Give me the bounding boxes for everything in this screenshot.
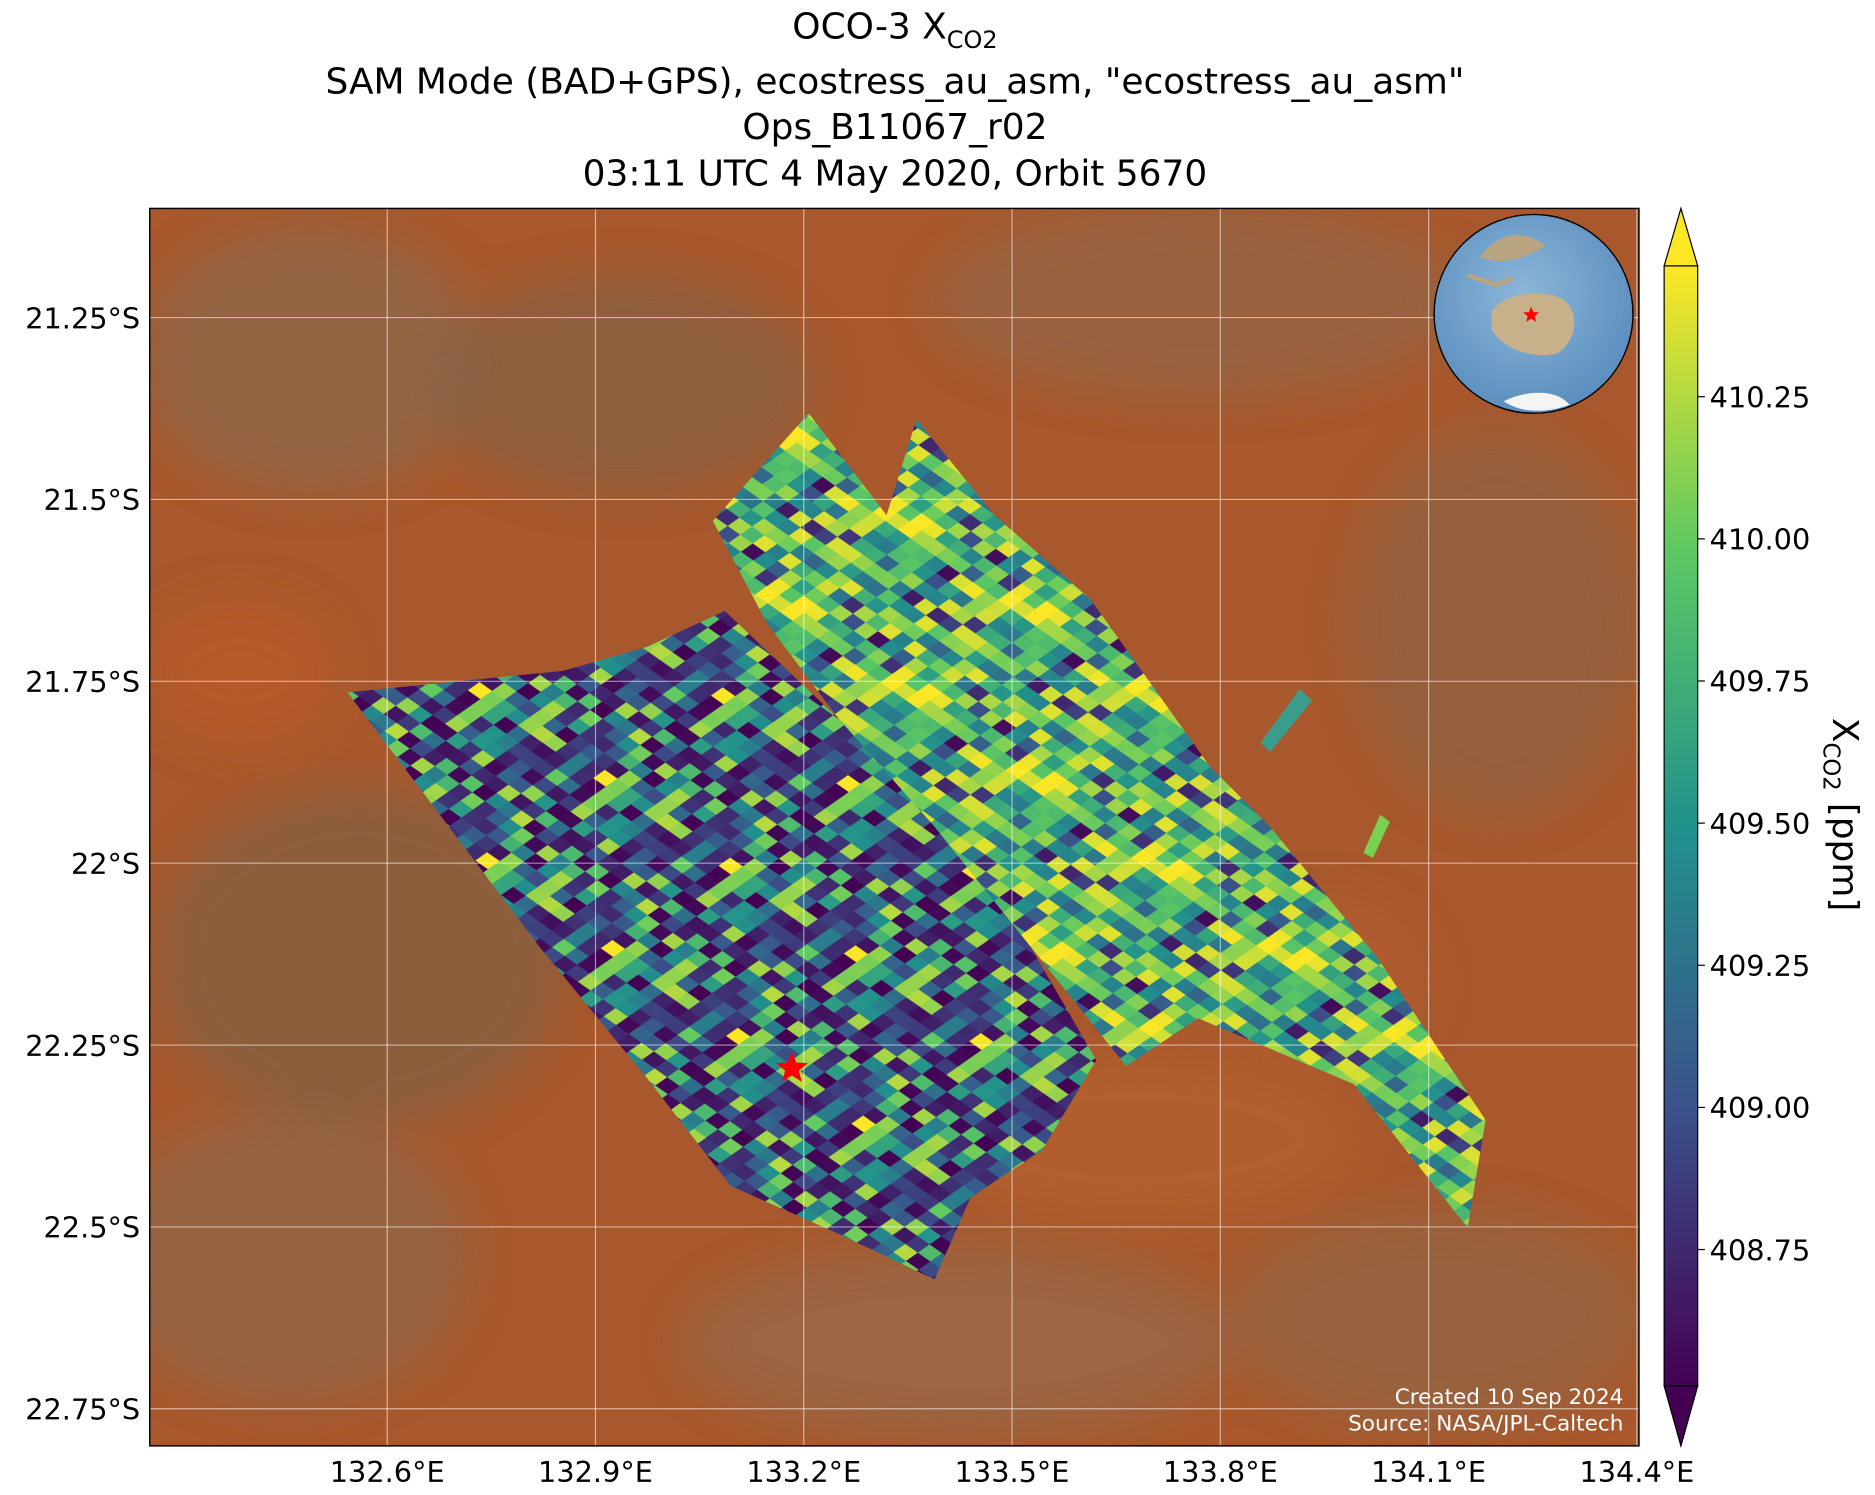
colorbar-label-unit: [ppm]: [1824, 803, 1865, 912]
subtitle: 03:11 UTC 4 May 2020, Orbit 5670: [583, 154, 1208, 195]
title-subscript: CO2: [947, 26, 998, 54]
colorbar-extension: [1663, 1385, 1699, 1449]
landmass: [1466, 273, 1514, 288]
colorbar-tick-label: 408.75: [1710, 1233, 1811, 1267]
globe-target: [1523, 306, 1540, 322]
x-tick-label: 134.1°E: [1371, 1455, 1486, 1489]
colorbar-label-main: X: [1824, 718, 1865, 743]
landmass: [1479, 235, 1546, 261]
colorbar-tick-label: 409.00: [1710, 1091, 1811, 1125]
colorbar-tick-label: 409.25: [1710, 949, 1811, 983]
subtitle: SAM Mode (BAD+GPS), ecostress_au_asm, "e…: [325, 61, 1464, 102]
y-tick-label: 22.5°S: [44, 1211, 141, 1245]
colorbar-extension: [1663, 206, 1699, 267]
plot-frame: [149, 207, 1640, 1447]
colorbar-tick-label: 409.75: [1710, 665, 1811, 699]
y-tick-label: 22°S: [71, 847, 140, 881]
colorbar-frame: [1663, 265, 1699, 1387]
x-tick-label: 133.2°E: [746, 1455, 861, 1489]
colorbar-tick-label: 410.25: [1710, 380, 1811, 414]
y-tick-label: 21.25°S: [25, 301, 140, 335]
ticks: 132.6°E 132.9°E 133.2°E 133.5°E 133.8°E 134.1…: [25, 301, 1694, 1488]
landmass: [1503, 392, 1570, 411]
credit: Created 10 Sep 2024: [1395, 1385, 1624, 1410]
x-tick-label: 132.9°E: [538, 1455, 653, 1489]
x-tick-label: 132.6°E: [330, 1455, 445, 1489]
colorbar-label: XCO2 [ppm]: [1817, 718, 1865, 911]
colorbar-tick-label: 409.50: [1710, 807, 1811, 841]
subtitle: Ops_B11067_r02: [742, 107, 1047, 148]
colorbar-body: [1664, 265, 1698, 1386]
terrain: [149, 208, 1639, 1438]
x-tick-label: 133.5°E: [955, 1455, 1070, 1489]
colorbar-tick-label: 410.00: [1710, 523, 1811, 557]
y-tick-label: 22.25°S: [25, 1029, 140, 1063]
swath: [1260, 688, 1312, 753]
credit: Source: NASA/JPL-Caltech: [1348, 1411, 1623, 1436]
y-tick-label: 21.5°S: [44, 483, 141, 517]
swath: [1363, 814, 1390, 858]
target-marker: [775, 1051, 808, 1082]
y-tick-label: 22.75°S: [25, 1393, 140, 1427]
swath: [712, 413, 1486, 1228]
x-tick-label: 134.4°E: [1579, 1455, 1694, 1489]
title-main: OCO-3 X: [792, 6, 946, 47]
colorbar-label-subscript: CO2: [1817, 742, 1843, 790]
landmass: [1491, 293, 1575, 356]
colorbar: 408.75 409.00 409.25 409.50 409.75 410.00 410.…: [1663, 206, 1811, 1449]
map-area: [149, 208, 1639, 1446]
grid: [149, 208, 1639, 1446]
x-tick-label: 133.8°E: [1163, 1455, 1278, 1489]
y-tick-label: 21.75°S: [25, 665, 140, 699]
title: OCO-3 XCO2: [792, 6, 997, 54]
swath: [347, 610, 1097, 1280]
